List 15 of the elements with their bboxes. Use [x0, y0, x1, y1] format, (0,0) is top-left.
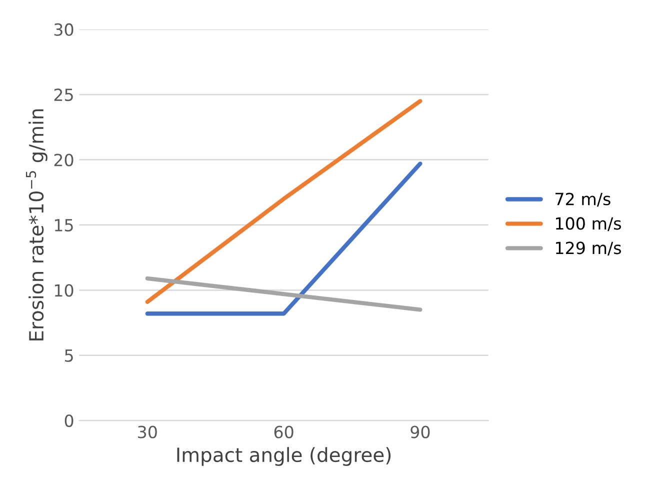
x-tick-label: 90 — [410, 426, 430, 438]
legend-label: 129 m/s — [556, 242, 621, 256]
y-tick-label: 25 — [54, 88, 73, 102]
legend-label: 72 m/s — [556, 192, 610, 207]
y-axis-title: Erosion rate*10$^{−5}$ g/min — [26, 109, 48, 340]
x-tick-label: 30 — [138, 426, 157, 438]
y-tick-label: 5 — [65, 350, 73, 362]
y-tick-label: 0 — [64, 414, 74, 428]
y-tick-label: 30 — [54, 23, 74, 36]
y-tick-label: 15 — [54, 219, 73, 232]
x-axis-title: Impact angle (degree) — [177, 447, 391, 466]
legend-label: 100 m/s — [556, 217, 621, 232]
y-tick-label: 20 — [54, 154, 74, 166]
x-tick-label: 60 — [274, 426, 294, 438]
y-tick-label: 10 — [54, 284, 74, 297]
